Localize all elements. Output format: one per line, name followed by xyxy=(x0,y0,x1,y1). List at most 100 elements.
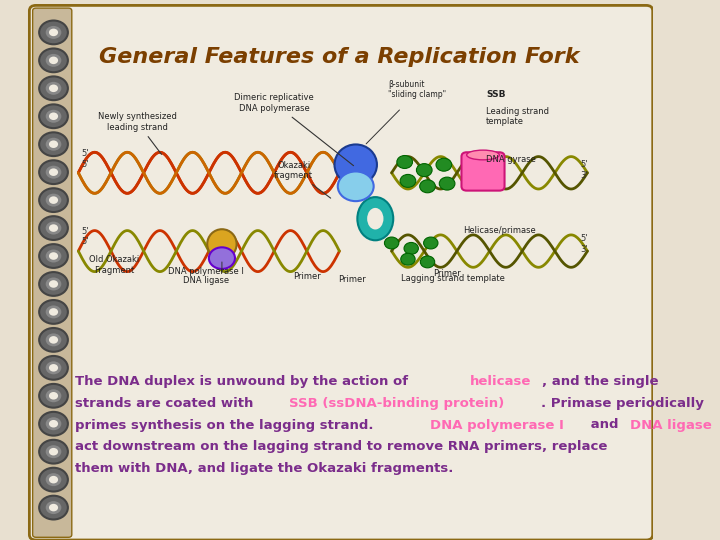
Circle shape xyxy=(45,54,61,67)
Circle shape xyxy=(397,156,413,168)
Circle shape xyxy=(49,364,58,372)
Circle shape xyxy=(39,160,68,184)
Circle shape xyxy=(45,473,61,486)
Text: Okazaki
fragment: Okazaki fragment xyxy=(274,161,330,198)
Text: strands are coated with: strands are coated with xyxy=(75,397,258,410)
Circle shape xyxy=(45,138,61,151)
Circle shape xyxy=(49,308,58,316)
Circle shape xyxy=(404,242,418,254)
Text: 3': 3' xyxy=(580,171,588,180)
Text: DNA polymerase I: DNA polymerase I xyxy=(430,418,564,431)
Text: Newly synthesized
leading strand: Newly synthesized leading strand xyxy=(98,112,176,154)
Circle shape xyxy=(401,253,415,265)
Circle shape xyxy=(39,49,68,72)
Circle shape xyxy=(423,237,438,249)
Text: . Primase periodically: . Primase periodically xyxy=(541,397,703,410)
Circle shape xyxy=(49,224,58,232)
Circle shape xyxy=(39,300,68,324)
Circle shape xyxy=(49,168,58,176)
Circle shape xyxy=(45,361,61,374)
Circle shape xyxy=(49,140,58,148)
Circle shape xyxy=(420,180,436,193)
Text: β-subunit
"sliding clamp": β-subunit "sliding clamp" xyxy=(388,80,446,99)
Circle shape xyxy=(39,356,68,380)
Text: DNA ligase: DNA ligase xyxy=(630,418,711,431)
Circle shape xyxy=(436,158,451,171)
Text: primes synthesis on the lagging strand.: primes synthesis on the lagging strand. xyxy=(75,418,378,431)
Circle shape xyxy=(45,417,61,430)
Circle shape xyxy=(39,77,68,100)
Circle shape xyxy=(49,392,58,400)
Text: 5': 5' xyxy=(580,234,588,243)
Text: 5': 5' xyxy=(81,238,89,246)
Ellipse shape xyxy=(357,197,393,240)
Circle shape xyxy=(39,188,68,212)
Circle shape xyxy=(49,252,58,260)
Text: 5': 5' xyxy=(580,160,588,169)
Circle shape xyxy=(439,177,455,190)
Circle shape xyxy=(49,57,58,64)
Circle shape xyxy=(39,328,68,352)
Text: SSB (ssDNA-binding protein): SSB (ssDNA-binding protein) xyxy=(289,397,505,410)
Circle shape xyxy=(45,194,61,207)
Text: 3': 3' xyxy=(580,245,588,254)
Text: and: and xyxy=(586,418,624,431)
Text: Lagging strand template: Lagging strand template xyxy=(402,274,505,283)
Circle shape xyxy=(39,496,68,519)
FancyBboxPatch shape xyxy=(462,152,505,191)
Circle shape xyxy=(45,221,61,234)
Circle shape xyxy=(49,85,58,92)
Circle shape xyxy=(39,244,68,268)
Circle shape xyxy=(49,112,58,120)
Circle shape xyxy=(416,164,432,177)
Circle shape xyxy=(49,504,58,511)
Ellipse shape xyxy=(367,208,384,230)
Text: Leading strand
template: Leading strand template xyxy=(486,107,549,126)
Text: 5': 5' xyxy=(81,227,89,235)
Circle shape xyxy=(45,306,61,319)
Text: General Features of a Replication Fork: General Features of a Replication Fork xyxy=(99,46,580,67)
FancyBboxPatch shape xyxy=(30,5,653,540)
Circle shape xyxy=(39,132,68,156)
Circle shape xyxy=(39,384,68,408)
Ellipse shape xyxy=(335,145,377,185)
Text: DNA ligase: DNA ligase xyxy=(183,276,229,285)
Text: helicase: helicase xyxy=(470,375,531,388)
Text: SSB: SSB xyxy=(486,90,505,99)
Text: Helicase/primase: Helicase/primase xyxy=(464,226,536,235)
Ellipse shape xyxy=(467,150,499,160)
Text: Dimeric replicative
DNA polymerase: Dimeric replicative DNA polymerase xyxy=(234,93,354,166)
Circle shape xyxy=(49,336,58,343)
Circle shape xyxy=(45,445,61,458)
Circle shape xyxy=(45,249,61,262)
Text: them with DNA, and ligate the Okazaki fragments.: them with DNA, and ligate the Okazaki fr… xyxy=(75,462,454,475)
Circle shape xyxy=(49,448,58,455)
Text: Old Okazaki
Fragment: Old Okazaki Fragment xyxy=(89,255,140,275)
Text: act downstream on the lagging strand to remove RNA primers, replace: act downstream on the lagging strand to … xyxy=(75,440,608,453)
Circle shape xyxy=(39,21,68,44)
Text: DNA gyrase: DNA gyrase xyxy=(486,155,536,164)
Circle shape xyxy=(45,82,61,95)
Circle shape xyxy=(39,440,68,463)
Circle shape xyxy=(49,197,58,204)
Circle shape xyxy=(45,278,61,291)
Circle shape xyxy=(39,216,68,240)
Ellipse shape xyxy=(338,172,374,201)
Text: 5': 5' xyxy=(81,150,89,158)
Circle shape xyxy=(39,272,68,296)
Circle shape xyxy=(400,174,415,187)
Circle shape xyxy=(45,110,61,123)
Ellipse shape xyxy=(207,229,237,259)
Text: Primer: Primer xyxy=(293,272,320,281)
Circle shape xyxy=(49,29,58,36)
Circle shape xyxy=(49,476,58,483)
FancyBboxPatch shape xyxy=(32,8,72,537)
Circle shape xyxy=(45,166,61,179)
Circle shape xyxy=(49,420,58,428)
Text: The DNA duplex is unwound by the action of: The DNA duplex is unwound by the action … xyxy=(75,375,413,388)
Ellipse shape xyxy=(209,247,235,269)
Circle shape xyxy=(39,468,68,491)
Text: Primer: Primer xyxy=(338,275,366,285)
Circle shape xyxy=(45,501,61,514)
Circle shape xyxy=(45,26,61,39)
